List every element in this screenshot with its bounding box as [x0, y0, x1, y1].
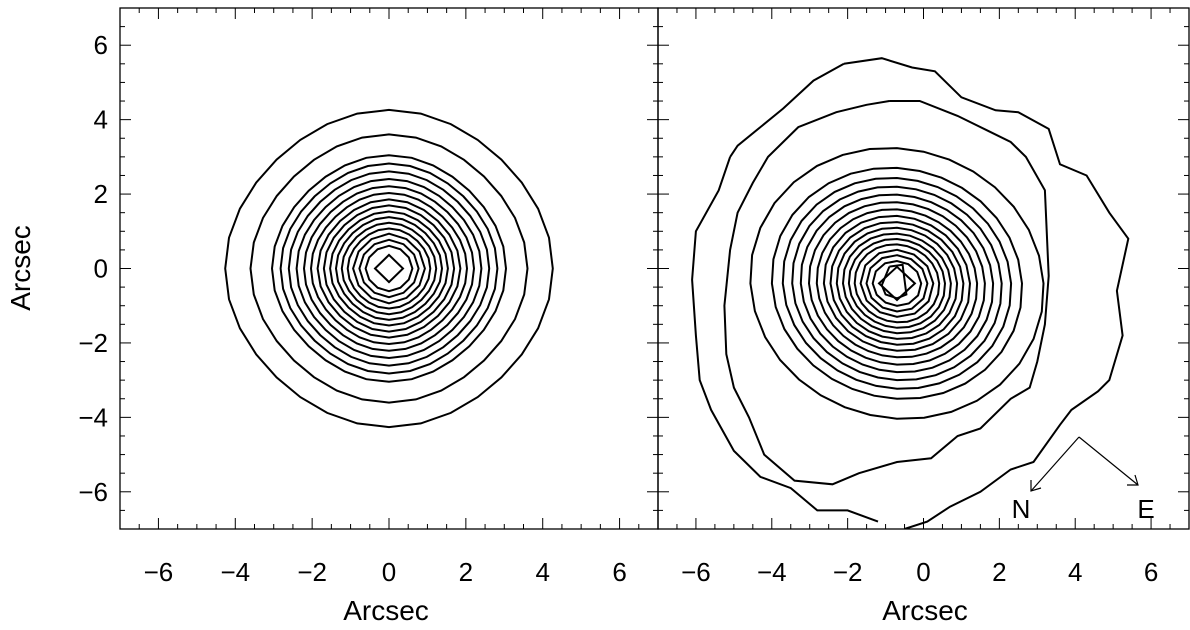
left-contour-ring: [358, 238, 420, 299]
left-contour-ring: [329, 210, 449, 327]
right-contour-ring: [807, 201, 986, 366]
right-contour-ring: [841, 232, 952, 335]
left-contour-ring: [279, 162, 499, 375]
left-contour-ring: [373, 253, 405, 284]
left-x-tick-label: −2: [297, 557, 327, 587]
right-contour-ring: [799, 193, 995, 374]
right-x-tick-label: 2: [992, 557, 1006, 587]
left-x-tick-label: 6: [612, 557, 626, 587]
right-contour-ring: [859, 248, 935, 318]
right-x-axis-label: Arcsec: [882, 595, 968, 626]
right-outer-contour: [691, 156, 879, 523]
right-contour-ring: [829, 221, 965, 346]
east-arrowhead: [1127, 474, 1139, 486]
left-y-tick-label: 4: [94, 105, 108, 135]
right-outer-contour: [843, 57, 1130, 529]
right-contour-ring: [847, 237, 947, 329]
right-x-tick-label: −2: [833, 557, 863, 587]
right-contour-ring: [877, 265, 917, 302]
left-plot-frame: [119, 7, 659, 530]
left-x-tick-label: 4: [535, 557, 549, 587]
left-x-tick-label: −4: [220, 557, 250, 587]
right-contours: [691, 57, 1130, 529]
east-label: E: [1137, 494, 1154, 524]
left-contour-ring: [322, 204, 456, 333]
left-contour-ring: [334, 216, 444, 321]
left-contour-ring: [224, 108, 554, 429]
left-y-tick-label: 2: [94, 179, 108, 209]
right-contour-ring: [853, 243, 941, 324]
left-contour-ring: [249, 133, 529, 404]
right-contour-ring: [781, 176, 1013, 390]
y-axis-label: Arcsec: [5, 225, 36, 311]
left-x-tick-label: 2: [459, 557, 473, 587]
right-x-tick-label: 0: [916, 557, 930, 587]
right-contour-ring: [791, 185, 1003, 382]
left-contour-ring: [340, 221, 438, 316]
right-contour-ring: [749, 147, 1045, 420]
north-arrow: [1030, 436, 1080, 492]
right-contour-ring: [835, 226, 959, 340]
left-contour-ring: [309, 191, 469, 346]
left-contour-ring: [352, 232, 426, 305]
right-x-tick-label: −6: [681, 557, 711, 587]
orientation-compass: N E: [1012, 436, 1155, 524]
left-x-axis-label: Arcsec: [343, 595, 429, 626]
left-contour-ring: [346, 227, 432, 310]
right-contour-ring: [871, 259, 923, 307]
right-plot-frame: [657, 7, 1190, 530]
right-contour-ring: [822, 214, 972, 352]
left-contour-ring: [295, 177, 483, 360]
left-y-tick-label: 0: [94, 254, 108, 284]
left-x-tick-label: 0: [382, 557, 396, 587]
right-peak-contour: [880, 263, 908, 300]
left-y-tick-label: −2: [78, 328, 108, 358]
left-contour-ring: [316, 198, 462, 339]
left-y-tick-label: −4: [78, 402, 108, 432]
right-contour-ring: [865, 254, 929, 313]
left-x-tick-label: −6: [144, 557, 174, 587]
north-label: N: [1012, 494, 1031, 524]
left-contour-ring: [287, 170, 491, 367]
left-contour-ring: [364, 244, 414, 293]
right-x-tick-label: −4: [757, 557, 787, 587]
north-arrowhead: [1030, 480, 1042, 492]
left-contours: [224, 108, 554, 429]
right-x-tick-label: 4: [1068, 557, 1082, 587]
right-contour-ring: [815, 208, 979, 359]
left-panel: −6 −4 −2 0 2 4 6 −6 −4 −2 0 2 4 6: [78, 7, 659, 587]
left-y-tick-label: 6: [94, 30, 108, 60]
left-contour-ring: [302, 185, 476, 352]
right-contour-ring: [770, 166, 1024, 400]
left-y-tick-label: −6: [78, 477, 108, 507]
right-panel: −6 −4 −2 0 2 4 6: [657, 7, 1190, 587]
right-x-tick-label: 6: [1144, 557, 1158, 587]
right-outer-contour: [723, 100, 1050, 486]
left-contour-ring: [270, 154, 508, 383]
right-outer-contour: [729, 62, 845, 158]
east-arrow: [1078, 436, 1139, 486]
